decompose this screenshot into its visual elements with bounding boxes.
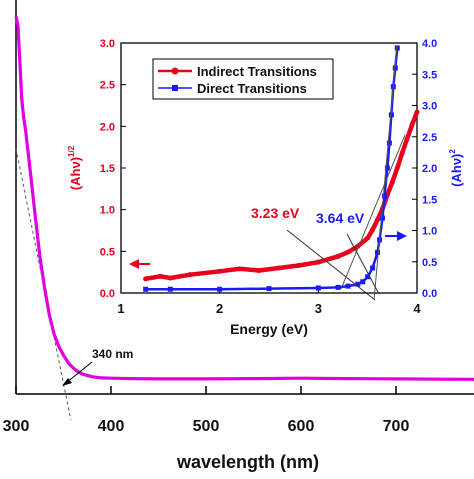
inset-left-tick-label: 1.0 <box>100 205 115 217</box>
indirect-transitions-point <box>187 272 193 278</box>
svg-text:(Ahν)1/2: (Ahν)1/2 <box>67 145 83 190</box>
direct-transitions-point <box>381 193 387 199</box>
indirect-transitions-point <box>236 266 242 272</box>
direct-transitions-point <box>386 140 392 146</box>
indirect-transitions-point <box>389 179 395 185</box>
inset-left-tick-label: 2.0 <box>100 121 115 133</box>
direct-transitions-point <box>355 281 361 287</box>
inset-legend: Indirect Transitions Direct Transitions <box>152 58 334 100</box>
inset-right-tick-label: 0.5 <box>422 257 437 269</box>
main-x-ticks: 300400500600700800 <box>3 386 410 435</box>
svg-text:(Ahν)2: (Ahν)2 <box>448 149 464 187</box>
inset-right-ylabel: (Ahν)2 <box>448 149 464 187</box>
inset-right-tick-label: 0.0 <box>422 288 437 300</box>
main-x-tick-label: 700 <box>383 418 410 435</box>
direct-transitions-point <box>388 112 394 118</box>
main-x-label: wavelength (nm) <box>176 452 319 472</box>
indirect-transitions-point <box>296 263 302 268</box>
legend-indirect-label: Indirect Transitions <box>197 64 317 79</box>
inset-left-tick-label: 1.5 <box>100 163 115 175</box>
inset-left-tick-label: 0.5 <box>100 246 115 258</box>
indirect-transitions-point <box>157 273 163 279</box>
inset-x-tick-label: 1 <box>117 301 124 316</box>
inset-right-tick-label: 2.5 <box>422 132 437 144</box>
inset-x-tick-label: 3 <box>315 301 322 316</box>
direct-transitions-point <box>394 45 400 51</box>
extrapolation-indirect-fit <box>340 134 406 290</box>
main-x-tick-label: 500 <box>193 418 220 435</box>
indirect-transitions-point <box>414 109 420 115</box>
extrapolation-direct-pointer <box>346 233 380 295</box>
legend-indirect-marker <box>171 67 179 75</box>
direct-transitions-point <box>266 286 272 292</box>
legend-direct-marker <box>172 85 178 91</box>
main-x-tick-label: 300 <box>3 418 30 435</box>
annotation-340nm-arrowhead <box>62 378 72 386</box>
indirect-transitions-point <box>276 265 282 271</box>
left-axis-arrowhead <box>129 259 139 269</box>
main-x-tick-label: 400 <box>98 418 125 435</box>
inset-right-tick-label: 4.0 <box>422 38 437 50</box>
extrapolation-indirect <box>286 229 376 301</box>
direct-transitions-point <box>167 286 173 292</box>
inset-right-tick-label: 2.0 <box>422 163 437 175</box>
indirect-transitions-point <box>345 249 351 255</box>
legend-box <box>152 58 334 100</box>
direct-transitions-point <box>365 274 371 280</box>
inset-x-label: Energy (eV) <box>230 321 308 337</box>
indirect-transitions-point <box>404 136 410 142</box>
direct-transitions-point <box>375 249 381 255</box>
indirect-transitions-point <box>394 165 400 171</box>
indirect-transitions-point <box>375 217 381 223</box>
indirect-transitions-point <box>167 275 173 281</box>
direct-transitions-point <box>370 265 376 271</box>
extrapolation-direct <box>373 44 398 301</box>
inset-x-tick-label: 4 <box>413 301 421 316</box>
absorbance-curve <box>14 15 474 381</box>
direct-transitions-point <box>379 215 385 221</box>
indirect-transitions-point <box>365 235 371 241</box>
annotation-direct-gap: 3.64 eV <box>316 210 365 226</box>
direct-transitions-point <box>143 286 149 292</box>
direct-transitions-point <box>335 284 341 290</box>
inset-left-tick-label: 0.0 <box>100 288 115 300</box>
inset-x-tick-label: 2 <box>216 301 223 316</box>
inset-right-tick-label: 1.0 <box>422 226 437 238</box>
inset-left-tick-label: 2.5 <box>100 80 115 92</box>
inset-right-tick-label: 1.5 <box>422 194 437 206</box>
indirect-transitions-point <box>399 150 405 156</box>
indirect-transitions-point <box>370 227 376 233</box>
indirect-transitions-point <box>143 276 149 282</box>
inset-right-tick-label: 3.0 <box>422 101 437 113</box>
inset-right-tick-label: 3.5 <box>422 69 437 81</box>
annotation-indirect-gap: 3.23 eV <box>251 205 300 221</box>
main-x-tick-label: 600 <box>288 418 315 435</box>
inset-chart: 1 2 3 40.00.51.01.52.02.53.00.00.51.01.52.0… <box>67 38 464 337</box>
direct-transitions-point <box>360 279 366 285</box>
legend-direct-label: Direct Transitions <box>197 81 307 96</box>
indirect-transitions-point <box>315 259 321 265</box>
inset-left-ylabel: (Ahν)1/2 <box>67 145 83 190</box>
inset-series <box>143 45 420 292</box>
direct-transitions-point <box>384 165 390 171</box>
annotation-340nm: 340 nm <box>92 347 133 361</box>
direct-transitions-point <box>315 285 321 291</box>
direct-transitions-point <box>217 286 223 292</box>
indirect-transitions-point <box>335 253 341 259</box>
indirect-transitions-point <box>256 268 262 273</box>
right-axis-arrowhead <box>397 231 407 241</box>
annotation-340nm-arrow <box>65 361 93 384</box>
indirect-transitions-line <box>145 111 420 282</box>
inset-left-tick-label: 3.0 <box>100 38 115 50</box>
indirect-transitions-point <box>409 122 415 128</box>
indirect-transitions-point <box>217 268 223 274</box>
inset-ticks: 1 2 3 40.00.51.01.52.02.53.00.00.51.01.52.0… <box>100 38 438 316</box>
direct-transitions-point <box>345 283 351 289</box>
